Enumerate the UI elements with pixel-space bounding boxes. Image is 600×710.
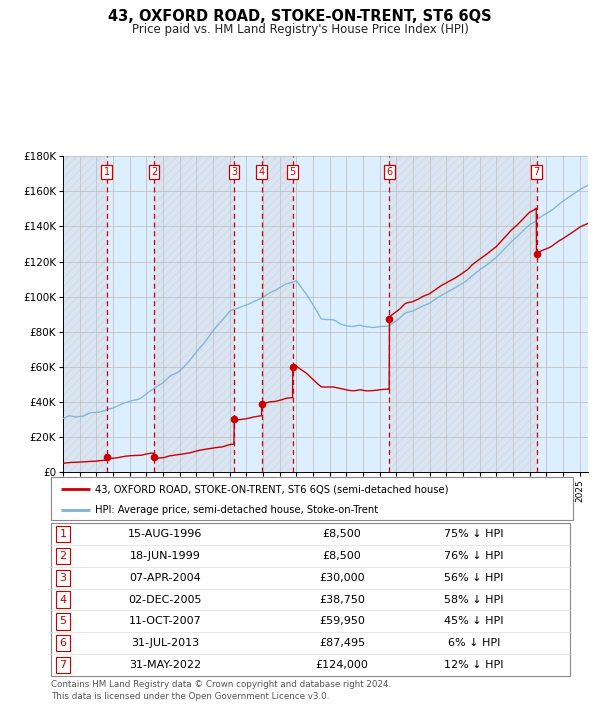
Text: £30,000: £30,000 bbox=[319, 573, 365, 583]
FancyBboxPatch shape bbox=[51, 477, 573, 520]
Text: 56% ↓ HPI: 56% ↓ HPI bbox=[445, 573, 503, 583]
Text: 4: 4 bbox=[59, 594, 67, 605]
Bar bbox=[536, 156, 588, 472]
Text: 5: 5 bbox=[59, 616, 67, 626]
Bar bbox=[154, 156, 234, 472]
Text: 15-AUG-1996: 15-AUG-1996 bbox=[128, 529, 202, 539]
Text: 6: 6 bbox=[59, 638, 67, 648]
Text: 4: 4 bbox=[259, 168, 265, 178]
Text: 3: 3 bbox=[231, 168, 237, 178]
Text: 43, OXFORD ROAD, STOKE-ON-TRENT, ST6 6QS (semi-detached house): 43, OXFORD ROAD, STOKE-ON-TRENT, ST6 6QS… bbox=[95, 484, 449, 494]
Bar bbox=[262, 156, 293, 472]
Text: Contains HM Land Registry data © Crown copyright and database right 2024.
This d: Contains HM Land Registry data © Crown c… bbox=[51, 680, 391, 701]
Bar bbox=[63, 156, 107, 472]
Text: 1: 1 bbox=[104, 168, 110, 178]
Bar bbox=[234, 156, 262, 472]
Text: 07-APR-2004: 07-APR-2004 bbox=[129, 573, 201, 583]
Text: 6% ↓ HPI: 6% ↓ HPI bbox=[448, 638, 500, 648]
Text: £8,500: £8,500 bbox=[323, 529, 361, 539]
Text: 75% ↓ HPI: 75% ↓ HPI bbox=[444, 529, 504, 539]
Text: 12% ↓ HPI: 12% ↓ HPI bbox=[444, 660, 504, 670]
Text: HPI: Average price, semi-detached house, Stoke-on-Trent: HPI: Average price, semi-detached house,… bbox=[95, 506, 379, 515]
Text: 18-JUN-1999: 18-JUN-1999 bbox=[130, 551, 200, 561]
Bar bbox=[107, 156, 154, 472]
Text: 6: 6 bbox=[386, 168, 392, 178]
Text: 2: 2 bbox=[151, 168, 157, 178]
Text: £59,950: £59,950 bbox=[319, 616, 365, 626]
Text: 31-MAY-2022: 31-MAY-2022 bbox=[129, 660, 201, 670]
Text: 1: 1 bbox=[59, 529, 67, 539]
Text: 02-DEC-2005: 02-DEC-2005 bbox=[128, 594, 202, 605]
Text: 31-JUL-2013: 31-JUL-2013 bbox=[131, 638, 199, 648]
Text: 7: 7 bbox=[59, 660, 67, 670]
Text: 76% ↓ HPI: 76% ↓ HPI bbox=[444, 551, 504, 561]
Text: 11-OCT-2007: 11-OCT-2007 bbox=[128, 616, 202, 626]
Text: £87,495: £87,495 bbox=[319, 638, 365, 648]
Text: 5: 5 bbox=[290, 168, 296, 178]
Text: £8,500: £8,500 bbox=[323, 551, 361, 561]
Text: Price paid vs. HM Land Registry's House Price Index (HPI): Price paid vs. HM Land Registry's House … bbox=[131, 23, 469, 36]
Text: 43, OXFORD ROAD, STOKE-ON-TRENT, ST6 6QS: 43, OXFORD ROAD, STOKE-ON-TRENT, ST6 6QS bbox=[108, 9, 492, 23]
Text: £38,750: £38,750 bbox=[319, 594, 365, 605]
Text: 7: 7 bbox=[533, 168, 539, 178]
Text: 3: 3 bbox=[59, 573, 67, 583]
Text: 2: 2 bbox=[59, 551, 67, 561]
Text: 58% ↓ HPI: 58% ↓ HPI bbox=[444, 594, 504, 605]
Bar bbox=[293, 156, 389, 472]
Text: 45% ↓ HPI: 45% ↓ HPI bbox=[444, 616, 504, 626]
Text: £124,000: £124,000 bbox=[316, 660, 368, 670]
Bar bbox=[389, 156, 536, 472]
